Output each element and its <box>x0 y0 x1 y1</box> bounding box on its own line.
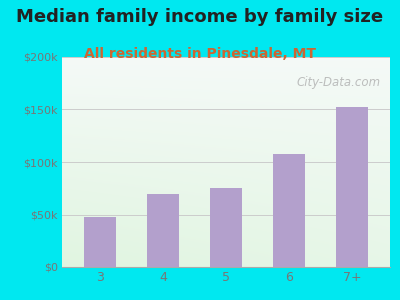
Bar <box>210 188 242 267</box>
Text: All residents in Pinesdale, MT: All residents in Pinesdale, MT <box>84 46 316 61</box>
Text: City-Data.com: City-Data.com <box>296 76 380 89</box>
Bar <box>147 194 179 267</box>
Text: Median family income by family size: Median family income by family size <box>16 8 384 26</box>
Bar <box>273 154 305 267</box>
Bar <box>336 107 368 267</box>
Bar <box>84 217 116 267</box>
